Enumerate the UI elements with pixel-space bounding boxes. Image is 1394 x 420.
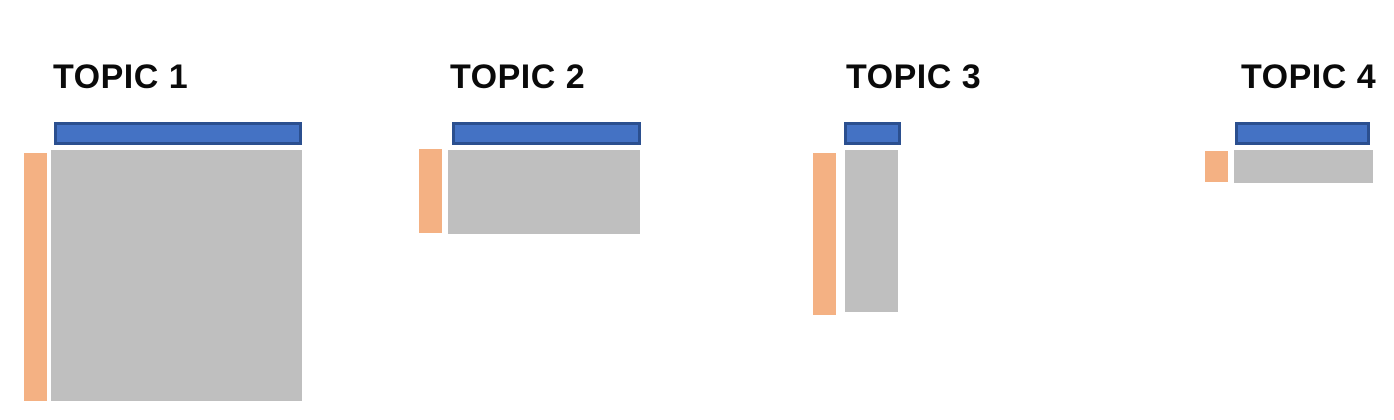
- topic-2-row-bar: [419, 149, 442, 233]
- topic-3-title: TOPIC 3: [846, 58, 982, 96]
- topic-4-title: TOPIC 4: [1241, 58, 1377, 96]
- topic-2-header-bar: [452, 122, 641, 145]
- topic-3-body-block: [845, 150, 898, 312]
- topic-4-row-bar: [1205, 151, 1228, 182]
- topic-3-header-bar: [844, 122, 901, 145]
- topic-1-header-bar: [54, 122, 302, 145]
- topic-1-row-bar: [24, 153, 47, 401]
- topic-4-body-block: [1234, 150, 1373, 183]
- topic-2-title: TOPIC 2: [450, 58, 586, 96]
- topic-4-header-bar: [1235, 122, 1370, 145]
- topic-3-row-bar: [813, 153, 836, 315]
- topic-2-body-block: [448, 150, 640, 234]
- topic-1-title: TOPIC 1: [53, 58, 189, 96]
- topic-1-body-block: [51, 150, 302, 401]
